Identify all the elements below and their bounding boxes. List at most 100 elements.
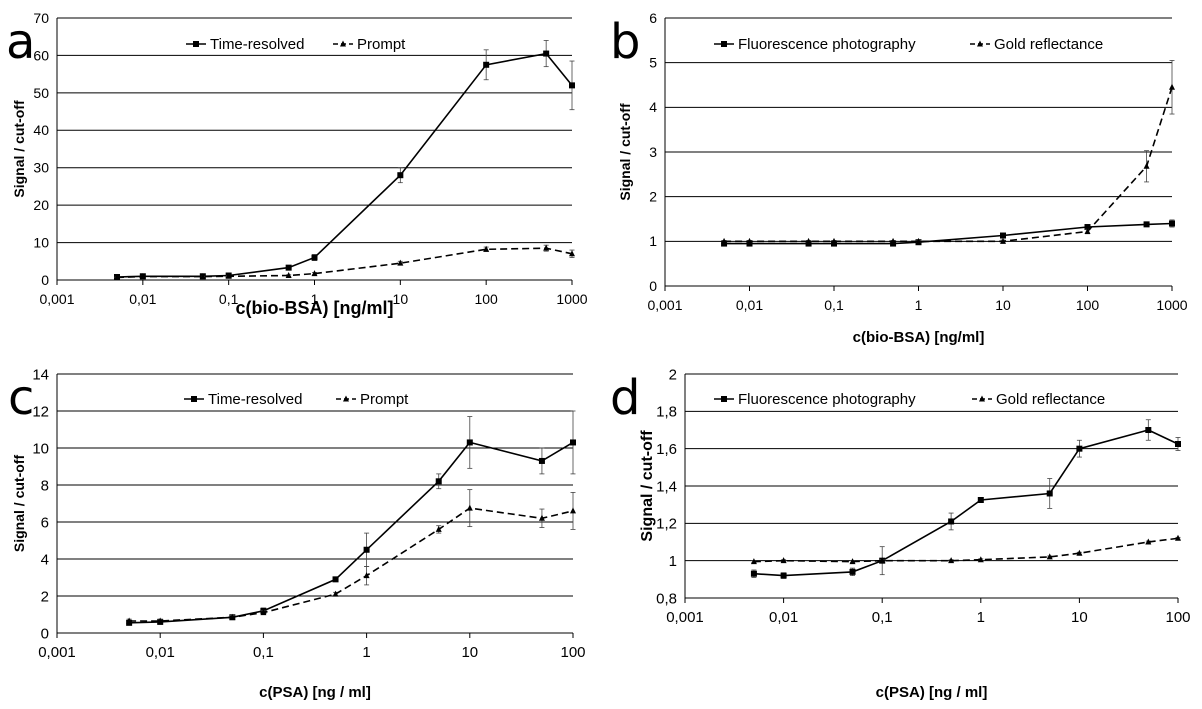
data-point <box>570 439 576 446</box>
y-axis-label: Signal / cut-off <box>11 455 27 553</box>
legend-label: Fluorescence photography <box>738 36 916 53</box>
x-tick-label: 1000 <box>1156 297 1187 313</box>
data-point <box>538 514 545 521</box>
y-tick-label: 0 <box>41 625 49 642</box>
data-point <box>1084 228 1091 235</box>
data-point <box>229 613 236 620</box>
data-point <box>311 254 318 261</box>
series-line <box>116 247 573 279</box>
chart-panel-c: c 0 2 4 6 8 10 12 14 0,001 0,01 0,1 1 10 100 c(PSA) [ng… <box>8 366 586 701</box>
x-tick-label: 10 <box>1071 609 1088 626</box>
data-point <box>849 558 856 565</box>
x-tick-label: 0,1 <box>253 644 274 661</box>
x-tick-label: 10 <box>461 644 478 661</box>
legend-marker <box>979 395 985 402</box>
y-tick-label: 1,4 <box>656 478 677 495</box>
x-tick-label: 0,001 <box>38 644 76 661</box>
x-tick-label: 0,001 <box>647 297 682 313</box>
data-point <box>543 50 550 57</box>
y-tick-label: 70 <box>33 10 49 26</box>
x-tick-label: 1 <box>977 609 985 626</box>
series-solid <box>113 40 575 281</box>
legend-label: Fluorescence photography <box>738 391 916 408</box>
y-tick-label: 12 <box>32 403 49 420</box>
data-point <box>1000 232 1006 239</box>
y-axis-label: Signal / cut-off <box>639 430 656 542</box>
data-point <box>879 557 886 564</box>
y-tick-label: 10 <box>33 234 49 250</box>
data-point <box>538 457 545 464</box>
y-tick-label: 3 <box>649 144 657 160</box>
data-point <box>1145 427 1152 433</box>
data-point <box>543 244 550 251</box>
data-point <box>1046 490 1053 497</box>
x-axis-label: c(bio-BSA) [ng/ml] <box>236 298 394 318</box>
legend: Fluorescence photography Gold reflectance <box>714 36 1103 53</box>
data-point <box>435 478 442 485</box>
data-point <box>139 273 146 280</box>
data-point <box>750 570 757 577</box>
x-tick-label: 100 <box>1165 609 1190 626</box>
y-tick-label: 1,2 <box>656 516 677 533</box>
data-point <box>721 237 728 244</box>
data-point <box>199 273 206 280</box>
data-point <box>569 250 575 257</box>
data-point <box>126 617 133 624</box>
data-point <box>466 439 473 446</box>
legend-marker <box>721 396 727 402</box>
legend-label: Time-resolved <box>210 36 304 53</box>
panel-label: a <box>6 14 35 70</box>
series-solid <box>126 410 576 626</box>
data-point <box>225 272 232 279</box>
y-tick-label: 60 <box>33 47 49 63</box>
y-tick-label: 4 <box>649 99 657 115</box>
y-tick-label: 8 <box>41 477 49 494</box>
data-point <box>397 172 404 179</box>
panel-label: d <box>610 370 640 426</box>
x-tick-label: 1 <box>362 644 370 661</box>
data-point <box>1143 221 1150 228</box>
data-point <box>948 518 955 525</box>
y-tick-label: 1,8 <box>656 404 677 421</box>
data-point <box>1076 445 1083 452</box>
legend-marker <box>193 41 199 47</box>
data-point <box>1084 224 1091 231</box>
y-tick-label: 6 <box>649 10 657 26</box>
x-tick-label: 0,01 <box>769 609 798 626</box>
data-point <box>570 507 576 514</box>
y-tick-label: 0 <box>41 272 49 288</box>
y-tick-label: 4 <box>41 551 49 568</box>
legend-label: Gold reflectance <box>996 391 1105 408</box>
data-point <box>569 82 575 89</box>
series-solid <box>721 219 1175 247</box>
x-tick-label: 0,1 <box>872 609 893 626</box>
legend: Time-resolved Prompt <box>184 391 409 408</box>
x-tick-label: 0,01 <box>129 291 156 307</box>
legend: Fluorescence photography Gold reflectance <box>714 391 1105 408</box>
data-point <box>1076 549 1083 556</box>
panel-label: b <box>610 14 640 70</box>
data-point <box>750 558 757 565</box>
legend-label: Time-resolved <box>208 391 302 408</box>
legend-label: Prompt <box>357 36 406 53</box>
data-point <box>1046 553 1053 560</box>
data-point <box>1145 538 1152 545</box>
data-point <box>332 590 339 597</box>
y-tick-label: 30 <box>33 160 49 176</box>
data-point <box>977 497 984 503</box>
series-line <box>116 52 573 278</box>
x-tick-label: 1 <box>311 291 319 307</box>
series-dashed <box>126 489 576 624</box>
x-tick-label: 0,01 <box>146 644 175 661</box>
x-tick-label: 100 <box>560 644 585 661</box>
legend-marker <box>721 41 727 47</box>
x-tick-label: 0,01 <box>736 297 763 313</box>
data-point <box>849 568 856 575</box>
data-point <box>1175 441 1181 447</box>
legend-marker <box>191 396 197 402</box>
series-line <box>724 222 1173 245</box>
data-point <box>363 546 370 553</box>
y-tick-label: 2 <box>649 189 657 205</box>
x-tick-label: 100 <box>1076 297 1100 313</box>
x-tick-label: 1000 <box>556 291 587 307</box>
